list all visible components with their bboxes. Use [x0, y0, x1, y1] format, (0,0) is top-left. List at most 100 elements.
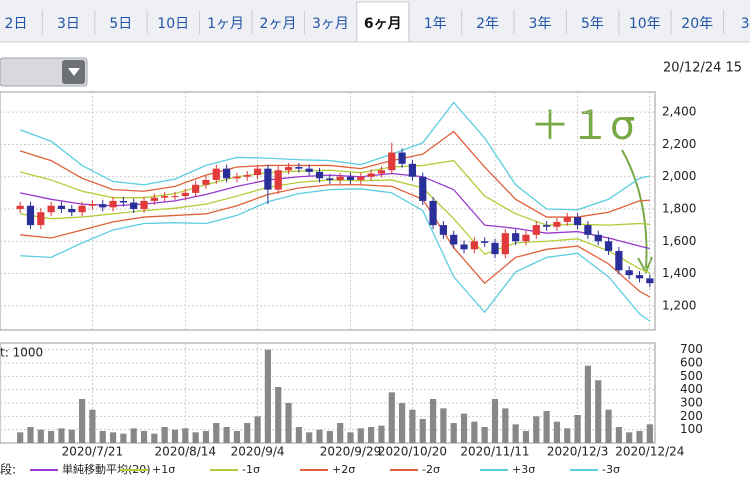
candle-body	[367, 173, 375, 177]
volume-bar	[636, 431, 643, 443]
y-tick-label: 600	[680, 356, 703, 370]
volume-bar	[368, 427, 375, 443]
candle-body	[284, 167, 293, 171]
x-tick-label: 2020/9/29	[320, 445, 382, 459]
candle-body	[78, 205, 86, 213]
candle-body	[305, 168, 313, 172]
candle-body	[604, 241, 613, 251]
tab[interactable]: 1年	[424, 16, 447, 32]
band-line	[20, 188, 651, 322]
volume-bar	[99, 431, 106, 443]
candle-body	[233, 176, 241, 179]
candle-body	[532, 225, 540, 235]
tab[interactable]: 3ヶ月	[312, 16, 349, 32]
volume-bar	[450, 423, 457, 443]
candle-body	[99, 204, 107, 208]
volume-bar	[409, 409, 416, 443]
tab[interactable]: 5日	[109, 16, 132, 32]
candle-body	[130, 202, 138, 209]
tab[interactable]: 2年	[476, 16, 499, 32]
legend-entry: +1σ	[152, 463, 175, 476]
candle-body	[223, 168, 231, 179]
volume-bar	[357, 428, 364, 443]
volume-bar	[295, 427, 302, 443]
candle-body	[264, 168, 272, 190]
volume-bar	[182, 428, 189, 443]
tab[interactable]: 30	[741, 16, 750, 32]
volume-bar	[522, 431, 530, 443]
volume-bar	[388, 392, 395, 443]
x-tick-label: 2020/8/14	[155, 445, 217, 459]
candle-body	[584, 225, 592, 235]
candle-body	[501, 233, 509, 255]
volume-bar	[233, 431, 241, 443]
tab[interactable]: 5年	[581, 16, 604, 32]
candle-body	[625, 270, 633, 276]
candle-body	[181, 192, 189, 197]
volume-bar	[595, 380, 602, 443]
tab[interactable]: 2ヶ月	[260, 16, 297, 32]
volume-bar	[140, 431, 148, 443]
tab[interactable]: 2日	[5, 16, 28, 32]
legend-label: 段:	[0, 462, 16, 477]
y-tick-label: 1,200	[662, 298, 696, 312]
candle-body	[553, 221, 561, 227]
y-tick-label: 1,800	[662, 201, 696, 215]
band-line	[19, 159, 650, 226]
candle-body	[377, 170, 386, 174]
volume-bar	[37, 429, 44, 443]
tab[interactable]: 10日	[157, 16, 189, 32]
candle-body	[470, 241, 478, 250]
candle-body	[635, 275, 644, 279]
band-line	[20, 179, 651, 274]
candle-body	[37, 212, 45, 226]
volume-bar	[481, 427, 488, 443]
y-tick-label: 700	[680, 342, 703, 356]
volume-bar	[626, 432, 633, 443]
volume-bar	[275, 387, 282, 443]
tab[interactable]: 20年	[681, 16, 713, 32]
volume-bar	[306, 432, 313, 443]
candle-body	[26, 205, 35, 226]
volume-bar	[89, 409, 96, 443]
volume-bar	[244, 423, 251, 443]
tab[interactable]: 1ヶ月	[207, 16, 244, 32]
candle-body	[491, 242, 499, 255]
candle-body	[522, 234, 530, 242]
candle-body	[336, 176, 344, 180]
tab[interactable]: 3日	[57, 16, 80, 32]
volume-bar	[48, 431, 55, 443]
legend-entry: -3σ	[602, 463, 620, 476]
candle-body	[512, 233, 520, 242]
tab[interactable]: 6ヶ月	[364, 16, 402, 32]
candle-body	[68, 208, 76, 213]
volume-bar	[264, 349, 271, 443]
volume-bar	[399, 403, 406, 443]
y-tick-label: 200	[680, 409, 703, 423]
y-tick-label: 400	[680, 382, 703, 396]
tab[interactable]: 10年	[629, 16, 661, 32]
y-tick-label: 2,200	[662, 137, 696, 151]
volume-bar	[17, 432, 24, 443]
x-tick-label: 2020/11/11	[460, 445, 529, 459]
volume-bar	[471, 421, 478, 443]
volume-bar	[109, 432, 117, 443]
band-line	[19, 130, 650, 218]
volume-bar	[553, 421, 561, 443]
x-tick-label: 2020/12/3	[547, 445, 609, 459]
x-tick-label: 2020/7/21	[62, 445, 124, 459]
candle-body	[419, 176, 427, 201]
tab[interactable]: 3年	[529, 16, 552, 32]
volume-bar	[460, 413, 468, 443]
candle-body	[161, 196, 169, 198]
volume-bar	[58, 428, 65, 443]
candle-body	[140, 200, 148, 209]
candle-body	[274, 170, 282, 190]
candle-body	[439, 225, 447, 235]
candle-body	[563, 217, 571, 222]
volume-bar	[440, 408, 447, 443]
legend-entry: 単純移動平均(20)	[62, 462, 151, 476]
band-line	[20, 184, 651, 298]
timestamp: 20/12/24 15	[663, 61, 742, 76]
